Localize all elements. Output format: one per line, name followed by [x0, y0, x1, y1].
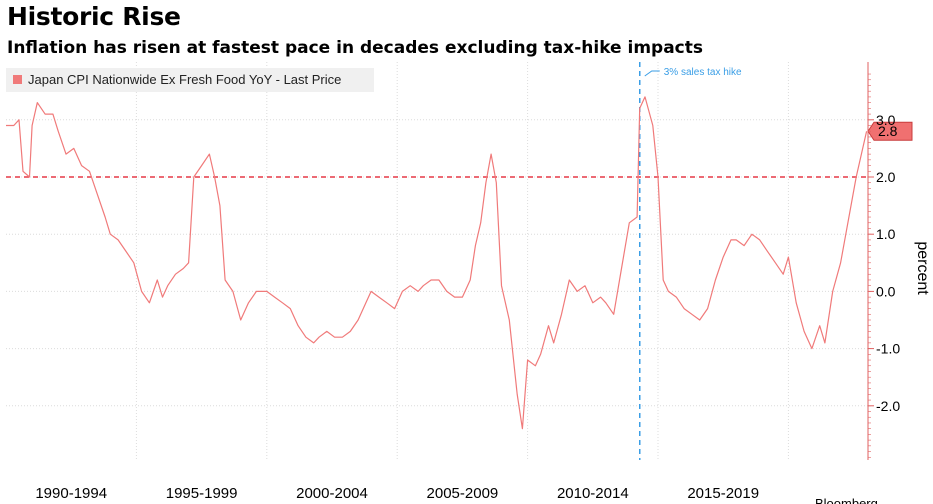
y-tick-label: 2.0 [876, 169, 896, 185]
reference-lines: 3% sales tax hike [6, 62, 868, 460]
last-value-label: 2.8 [878, 123, 898, 139]
legend-label[interactable]: Japan CPI Nationwide Ex Fresh Food YoY -… [28, 72, 341, 87]
y-tick-label: 1.0 [876, 226, 896, 242]
y-tick-label: -2.0 [876, 398, 900, 414]
x-tick-label: 2010-2014 [557, 485, 629, 502]
y-tick-label: 0.0 [876, 283, 896, 299]
x-tick-label: 2005-2009 [427, 485, 499, 502]
x-tick-label: 2000-2004 [296, 485, 368, 502]
annotation-pointer [644, 70, 660, 77]
x-tick-label: 1990-1994 [35, 485, 107, 502]
y-axis-label: percent [914, 241, 931, 295]
legend-swatch [13, 75, 22, 84]
x-tick-label: 2015-2019 [687, 485, 759, 502]
series-line[interactable] [6, 96, 868, 430]
series-layer: 2.8 [6, 96, 913, 430]
y-tick-label: -1.0 [876, 341, 900, 357]
chart-title: Historic Rise [7, 2, 181, 31]
axes: 3.0 2.0 1.0 0.0 -1.0 -2.0 percent 1990-1994 1995… [35, 62, 931, 502]
legend: Japan CPI Nationwide Ex Fresh Food YoY -… [6, 68, 374, 92]
last-value-tag [867, 121, 913, 141]
chart-subtitle: Inflation has risen at fastest pace in d… [7, 38, 704, 58]
annotation-label: 3% sales tax hike [664, 67, 742, 78]
x-tick-label: 1995-1999 [166, 485, 238, 502]
y-tick-label: 3.0 [876, 112, 896, 128]
gridlines [6, 62, 868, 460]
source-label: Bloomberg [815, 496, 878, 504]
legend-background [6, 68, 374, 92]
